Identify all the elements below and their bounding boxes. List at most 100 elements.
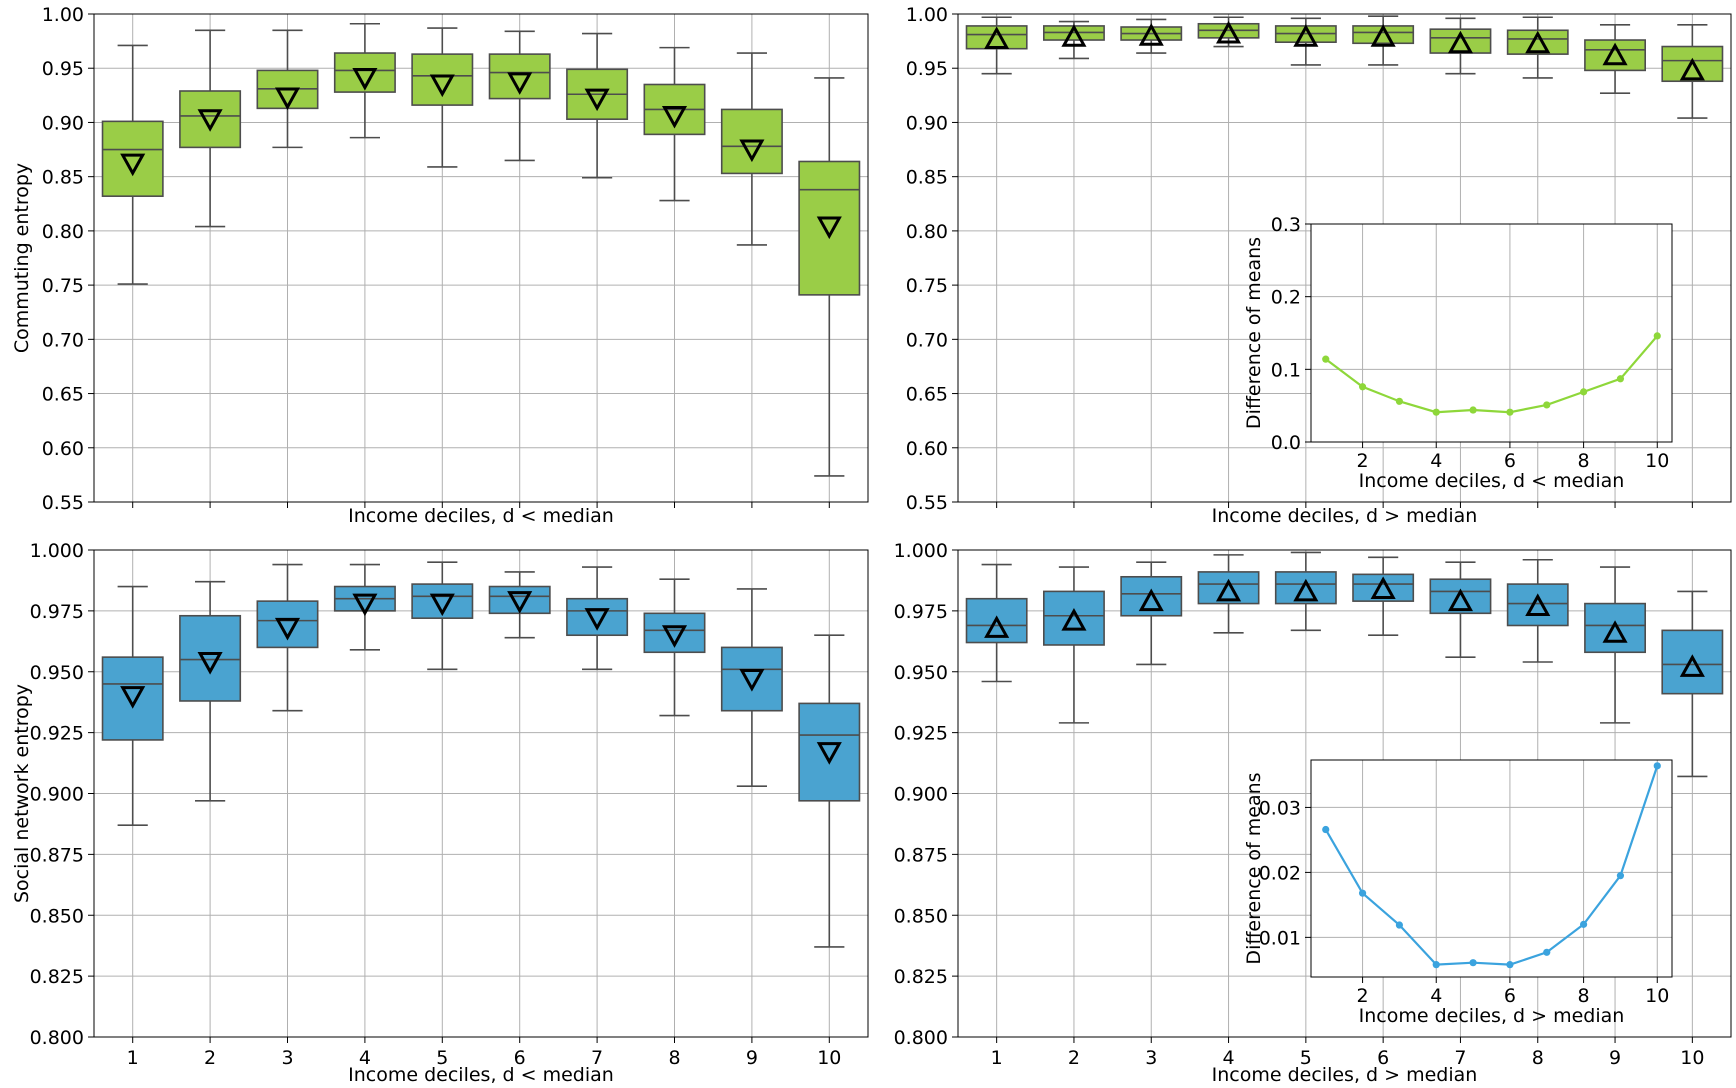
inset-x-tick-label: 8 — [1578, 450, 1590, 472]
y-tick-label: 0.825 — [894, 966, 948, 988]
mean-marker — [816, 742, 842, 765]
x-axis-label: Income deciles, d < median — [348, 505, 614, 527]
x-tick-label: 3 — [1145, 1047, 1157, 1069]
x-tick-label: 4 — [359, 1047, 371, 1069]
box-1 — [965, 16, 1028, 75]
y-tick-label: 0.70 — [42, 329, 84, 351]
box-4 — [333, 563, 396, 651]
box-9 — [1584, 566, 1646, 724]
x-tick-label: 1 — [127, 1047, 139, 1069]
y-tick-label: 0.800 — [894, 1027, 948, 1049]
x-tick-label: 8 — [1532, 1047, 1544, 1069]
y-tick-label: 0.95 — [906, 58, 948, 80]
mean-marker — [1216, 578, 1242, 602]
mean-marker — [1447, 30, 1473, 54]
mean-marker — [661, 625, 688, 648]
y-tick-label: 0.850 — [894, 905, 948, 927]
mean-marker — [1525, 593, 1551, 617]
y-tick-label: 0.85 — [906, 167, 948, 189]
x-tick-label: 7 — [1454, 1047, 1466, 1069]
y-tick-label: 0.90 — [42, 112, 84, 134]
x-axis-label: Income deciles, d < median — [348, 1064, 614, 1086]
box-iqr — [1043, 590, 1105, 646]
box-7 — [566, 566, 629, 671]
box-4 — [333, 22, 396, 139]
mean-marker — [274, 87, 301, 111]
box-iqr — [798, 160, 861, 296]
inset-y-tick-label: 0.03 — [1259, 797, 1301, 819]
inset-x-tick-label: 2 — [1357, 450, 1369, 472]
inset-inset_bottom: 0.01 0.02 0.03 2 4 6 8 10 Income deciles, d > me… — [1243, 759, 1673, 1027]
box-8 — [643, 46, 706, 202]
y-tick-label: 1.00 — [42, 4, 84, 26]
x-tick-label: 5 — [1300, 1047, 1312, 1069]
data-point — [1543, 401, 1551, 409]
mean-marker — [739, 139, 765, 163]
x-tick-label: 6 — [514, 1047, 526, 1069]
x-tick-label: 10 — [1680, 1047, 1704, 1069]
box-3 — [256, 29, 319, 149]
data-point — [1395, 921, 1404, 929]
inset-y-tick-label: 0.0 — [1271, 432, 1301, 454]
mean-marker — [1061, 608, 1087, 631]
y-tick-label: 0.825 — [30, 966, 84, 988]
box-6 — [1352, 556, 1415, 637]
box-3 — [1120, 18, 1183, 54]
x-tick-label: 3 — [281, 1047, 293, 1069]
inset-x-tick-label: 10 — [1645, 450, 1669, 472]
boxplot-tl: 0.55 0.60 0.65 0.70 0.75 0.80 0.85 0.90 0.95 1.00… — [11, 4, 869, 527]
x-tick-label: 10 — [817, 1047, 841, 1069]
data-point — [1653, 332, 1661, 340]
mean-marker — [584, 608, 610, 631]
y-tick-label: 0.65 — [42, 384, 84, 406]
box-iqr — [798, 702, 861, 802]
mean-marker — [1370, 576, 1396, 599]
inset-y-axis-label: Difference of means — [1243, 237, 1265, 429]
box-2 — [1043, 566, 1105, 724]
mean-marker — [984, 26, 1010, 49]
mean-marker — [1138, 588, 1164, 612]
mean-marker — [1138, 23, 1164, 46]
y-tick-label: 0.925 — [30, 723, 84, 745]
box-iqr — [1584, 602, 1646, 654]
mean-marker — [1370, 24, 1396, 47]
y-tick-label: 0.900 — [894, 784, 948, 806]
mean-marker — [1602, 620, 1628, 643]
data-point — [1358, 383, 1367, 391]
box-iqr — [101, 120, 164, 197]
box-3 — [256, 563, 319, 712]
mean-marker — [1061, 24, 1087, 47]
data-point — [1579, 388, 1588, 396]
box-1 — [101, 585, 164, 826]
mean-marker — [1602, 42, 1628, 66]
data-point — [1506, 408, 1514, 416]
mean-marker — [120, 153, 146, 177]
box-8 — [1506, 16, 1569, 79]
axes-frame — [93, 13, 869, 503]
y-tick-label: 0.55 — [906, 492, 948, 514]
box-1 — [101, 44, 164, 285]
box-4 — [1197, 16, 1260, 48]
series-line — [1324, 765, 1659, 966]
axes-frame — [957, 13, 1732, 503]
box-iqr — [1506, 583, 1569, 627]
box-9 — [720, 588, 783, 787]
box-6 — [488, 30, 551, 162]
x-tick-label: 2 — [1068, 1047, 1080, 1069]
box-iqr — [1274, 571, 1337, 605]
y-tick-label: 0.950 — [894, 662, 948, 684]
mean-marker — [197, 652, 223, 675]
inset-y-tick-label: 0.1 — [1271, 359, 1301, 381]
box-2 — [179, 29, 242, 228]
box-9 — [720, 52, 783, 246]
inset-x-tick-label: 4 — [1430, 450, 1442, 472]
box-iqr — [1429, 578, 1492, 615]
mean-marker — [507, 72, 533, 95]
x-tick-label: 1 — [991, 1047, 1003, 1069]
y-tick-label: 0.85 — [42, 167, 84, 189]
boxplot-bl: 0.800 0.825 0.850 0.875 0.900 0.925 0.950 0.975… — [11, 540, 869, 1086]
mean-marker — [352, 67, 378, 91]
y-tick-label: 0.80 — [906, 221, 948, 243]
mean-marker — [584, 88, 610, 112]
